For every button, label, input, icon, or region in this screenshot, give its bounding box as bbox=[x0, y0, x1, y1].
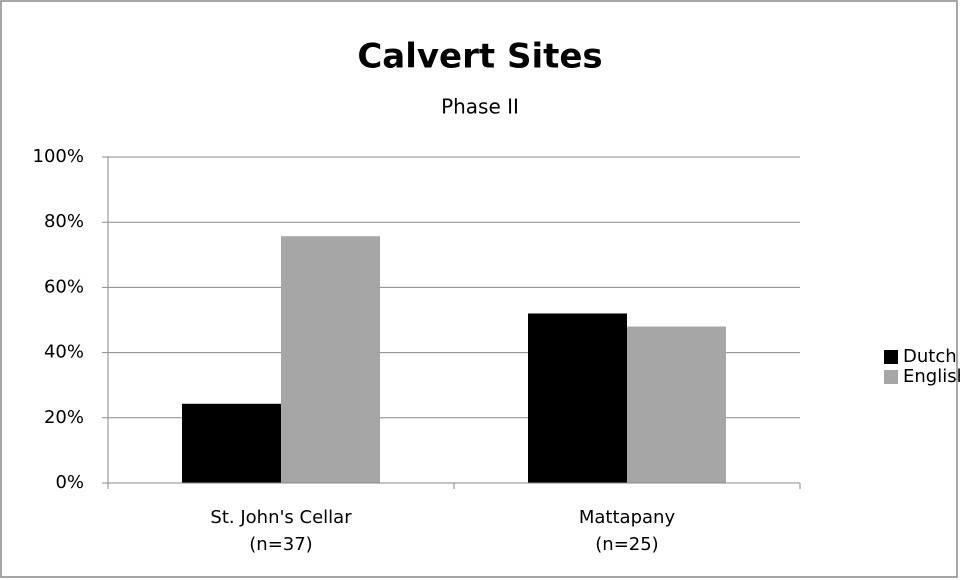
y-tick-label: 100% bbox=[33, 146, 84, 167]
y-tick-label: 20% bbox=[44, 407, 84, 428]
legend-swatch bbox=[884, 370, 898, 384]
x-tick-label: St. John's Cellar bbox=[210, 507, 352, 528]
y-tick-label: 40% bbox=[44, 342, 84, 363]
legend-label: Dutch bbox=[903, 346, 957, 367]
bar bbox=[627, 326, 726, 483]
x-tick-label: (n=37) bbox=[249, 534, 312, 555]
bar bbox=[182, 403, 281, 483]
y-tick-label: 0% bbox=[55, 472, 84, 493]
chart-subtitle: Phase II bbox=[441, 95, 519, 119]
legend-swatch bbox=[884, 350, 898, 364]
x-tick-label: (n=25) bbox=[595, 534, 658, 555]
bar bbox=[281, 236, 380, 483]
bar bbox=[528, 313, 627, 483]
x-tick-label: Mattapany bbox=[579, 507, 676, 528]
y-tick-label: 60% bbox=[44, 276, 84, 297]
legend-label: English bbox=[903, 366, 960, 387]
y-tick-label: 80% bbox=[44, 211, 84, 232]
chart-title: Calvert Sites bbox=[357, 37, 602, 77]
